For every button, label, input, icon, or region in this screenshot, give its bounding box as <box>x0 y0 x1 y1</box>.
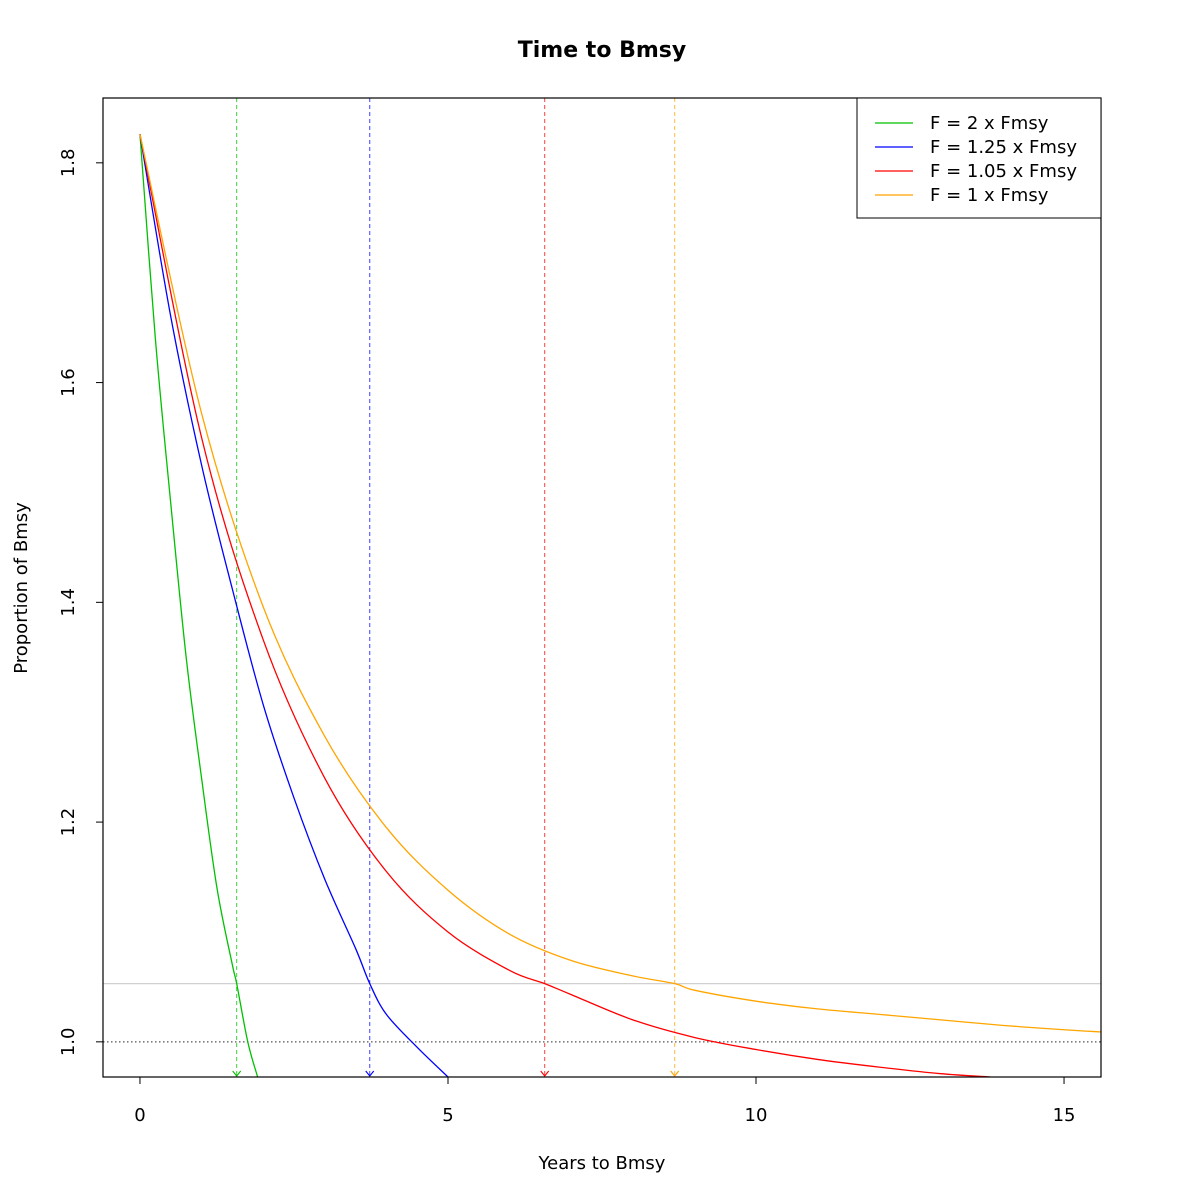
y-tick-label-0: 1.0 <box>58 1028 79 1057</box>
time-marker-arrow-1 <box>365 1070 375 1077</box>
y-tick-label-3: 1.6 <box>58 368 79 397</box>
legend-label-0: F = 2 x Fmsy <box>930 113 1049 134</box>
legend-box <box>856 97 1102 219</box>
series-lines <box>139 134 1101 1077</box>
x-tick-label-1: 5 <box>442 1105 453 1126</box>
reference-lines <box>103 983 1101 1043</box>
x-axis: 0 5 10 15 <box>134 1077 1075 1126</box>
time-marker-arrow-2 <box>540 1070 550 1077</box>
chart-title: Time to Bmsy <box>518 38 686 63</box>
legend-label-2: F = 1.05 x Fmsy <box>930 161 1077 182</box>
y-axis-label: Proportion of Bmsy <box>11 502 32 674</box>
y-tick-label-2: 1.4 <box>58 588 79 617</box>
series-line-2 <box>139 134 991 1077</box>
time-marker-arrow-3 <box>670 1070 680 1077</box>
legend-label-1: F = 1.25 x Fmsy <box>930 137 1077 158</box>
time-marker-arrow-0 <box>232 1070 242 1077</box>
y-axis: 1.0 1.2 1.4 1.6 1.8 <box>58 149 103 1057</box>
series-line-0 <box>139 134 259 1077</box>
y-tick-label-4: 1.8 <box>58 149 79 178</box>
plot-frame <box>102 97 1102 1078</box>
target-time-lines <box>232 98 680 1077</box>
x-tick-label-0: 0 <box>134 1105 145 1126</box>
legend-label-3: F = 1 x Fmsy <box>930 185 1049 206</box>
series-line-1 <box>139 134 449 1077</box>
x-tick-label-3: 15 <box>1053 1105 1076 1126</box>
series-line-3 <box>139 134 1101 1033</box>
x-axis-label: Years to Bmsy <box>538 1153 666 1174</box>
x-tick-label-2: 10 <box>745 1105 768 1126</box>
y-tick-label-1: 1.2 <box>58 808 79 837</box>
legend: F = 2 x Fmsy F = 1.25 x Fmsy F = 1.05 x Fm… <box>856 97 1102 219</box>
